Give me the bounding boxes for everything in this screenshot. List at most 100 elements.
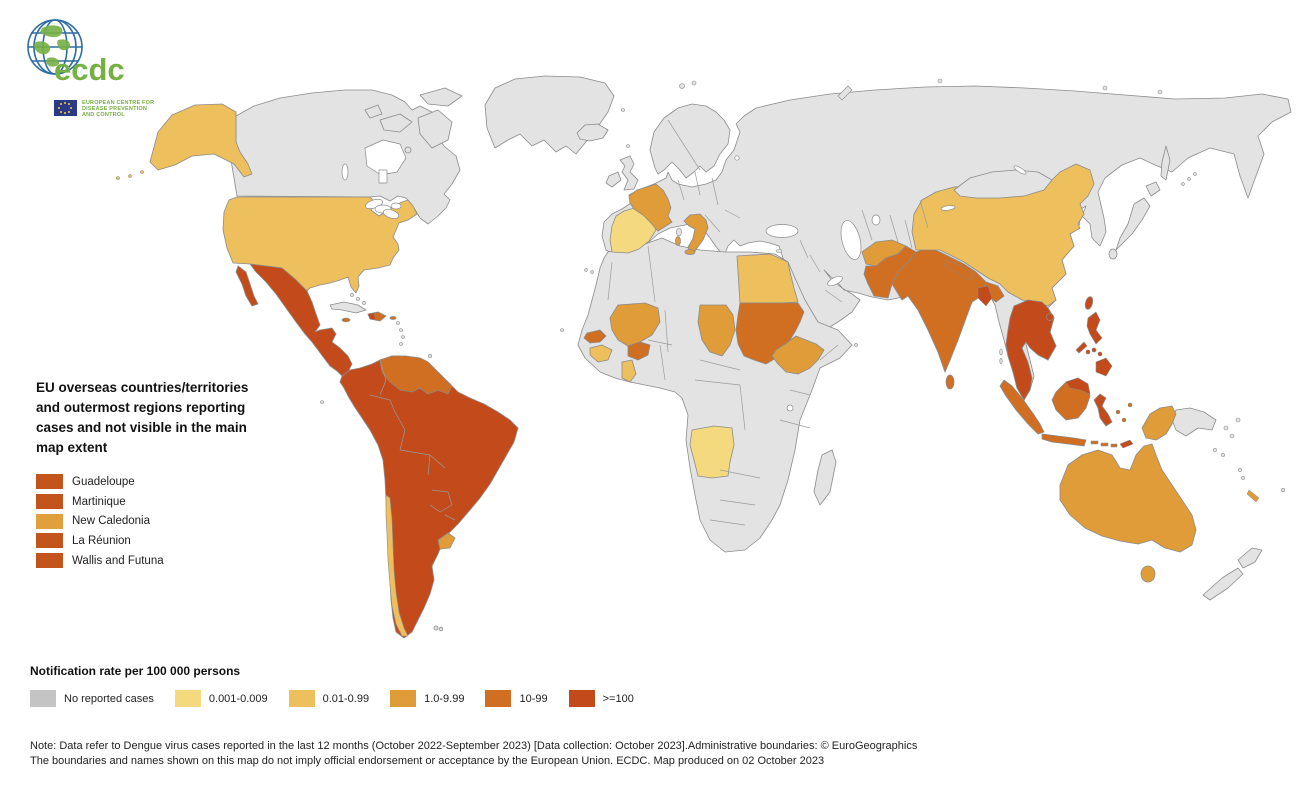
territory-row: La Réunion (36, 531, 268, 551)
region-south-america (339, 355, 519, 639)
territory-label: Guadeloupe (72, 475, 135, 488)
region-timor (1119, 439, 1134, 449)
region-bangladesh (977, 285, 993, 307)
region-greenland (484, 75, 615, 155)
region-moluccas (1115, 402, 1133, 423)
territory-row: Martinique (36, 492, 268, 512)
region-uruguay (437, 532, 456, 550)
eu-flag-icon (54, 100, 77, 116)
territory-swatch (36, 513, 63, 529)
region-scandinavia (649, 103, 731, 179)
region-italy (683, 213, 709, 255)
legend-item: 0.01-0.99 (288, 690, 370, 707)
region-haiti (367, 312, 377, 321)
map-notes: Note: Data refer to Dengue virus cases r… (30, 739, 917, 768)
region-aleutians (116, 170, 144, 180)
territory-row: Wallis and Futuna (36, 551, 268, 571)
region-west-papua (1141, 405, 1177, 441)
legend-swatch (30, 690, 56, 707)
region-sardinia (675, 236, 681, 246)
region-france (628, 183, 673, 232)
region-java (1041, 433, 1087, 447)
region-mongolia (953, 169, 1053, 199)
region-jamaica (341, 317, 351, 323)
small-islands (320, 78, 1286, 492)
territory-label: La Réunion (72, 534, 131, 547)
region-burkina-faso (627, 341, 651, 361)
legend-swatch (485, 690, 512, 707)
region-new-zealand (1202, 547, 1263, 601)
region-iceland (576, 123, 609, 142)
region-sicily (684, 249, 696, 255)
region-philippines (1075, 311, 1113, 377)
region-lesser-sunda (1090, 440, 1118, 448)
ecdc-org-name: EUROPEAN CENTRE FOR DISEASE PREVENTION A… (82, 100, 155, 118)
region-japan (1108, 181, 1161, 260)
ecdc-wordmark: ecdc (54, 52, 125, 87)
region-senegal (583, 329, 607, 344)
region-papua-new-guinea (1171, 407, 1217, 437)
region-india (891, 247, 987, 373)
region-angola (689, 425, 735, 479)
legend-item: >=100 (568, 690, 634, 707)
ecdc-globe-icon (27, 19, 83, 75)
territory-row: Guadeloupe (36, 472, 268, 492)
legend-item: 0.001-0.009 (174, 690, 268, 707)
region-madagascar (813, 449, 837, 506)
legend-item: No reported cases (30, 690, 154, 707)
region-baja-california (235, 265, 259, 307)
territory-swatch (36, 474, 63, 490)
region-mexico-central-america (249, 263, 353, 377)
territory-label: New Caledonia (72, 515, 150, 528)
legend-label: No reported cases (64, 692, 154, 705)
region-arctic-islands (364, 87, 463, 154)
legend-label: 0.01-0.99 (322, 692, 370, 705)
territory-label: Martinique (72, 495, 126, 508)
map-legend: Notification rate per 100 000 persons No… (30, 664, 655, 707)
territories-list: Guadeloupe Martinique New Caledonia La R… (36, 472, 268, 570)
region-chad (697, 304, 736, 357)
legend-item: 10-99 (485, 690, 548, 707)
legend-label: 1.0-9.99 (424, 692, 465, 705)
legend-swatch (390, 690, 417, 707)
region-taiwan (1084, 296, 1094, 310)
region-venezuela-guyanas (379, 355, 453, 395)
region-sri-lanka (945, 374, 955, 390)
territory-label: Wallis and Futuna (72, 554, 164, 567)
note-line-1: Note: Data refer to Dengue virus cases r… (30, 740, 918, 752)
region-cuba (329, 301, 367, 314)
region-new-caledonia (1246, 489, 1260, 503)
region-ethiopia (771, 335, 825, 375)
legend-swatch (568, 690, 595, 707)
region-ghana (621, 359, 637, 383)
region-uk (619, 155, 639, 191)
legend-swatch (174, 690, 201, 707)
region-alaska (149, 103, 253, 178)
territories-panel: EU overseas countries/territories and ou… (36, 378, 268, 570)
region-sulawesi (1093, 393, 1113, 427)
territory-swatch (36, 533, 63, 549)
region-puerto-rico (389, 316, 397, 320)
note-line-2: The boundaries and names shown on this m… (30, 754, 825, 767)
legend-item: 1.0-9.99 (390, 690, 464, 707)
legend-title: Notification rate per 100 000 persons (30, 664, 241, 678)
country-borders (369, 119, 929, 526)
region-chile (385, 494, 409, 637)
region-malaysian-borneo (1065, 377, 1091, 395)
territory-swatch (36, 494, 63, 510)
territory-row: New Caledonia (36, 511, 268, 531)
territory-swatch (36, 553, 63, 569)
region-hainan (1046, 313, 1054, 321)
region-guinea (589, 344, 613, 363)
legend-items: No reported cases 0.001-0.009 0.01-0.99 … (30, 690, 655, 707)
region-nepal (943, 259, 975, 281)
inland-water (341, 139, 1027, 412)
legend-label: 10-99 (519, 692, 548, 705)
territories-panel-title: EU overseas countries/territories and ou… (36, 380, 249, 455)
legend-label: >=100 (602, 692, 634, 705)
region-sakhalin (1160, 145, 1171, 181)
region-australia (1059, 443, 1197, 553)
region-ireland (605, 171, 622, 188)
